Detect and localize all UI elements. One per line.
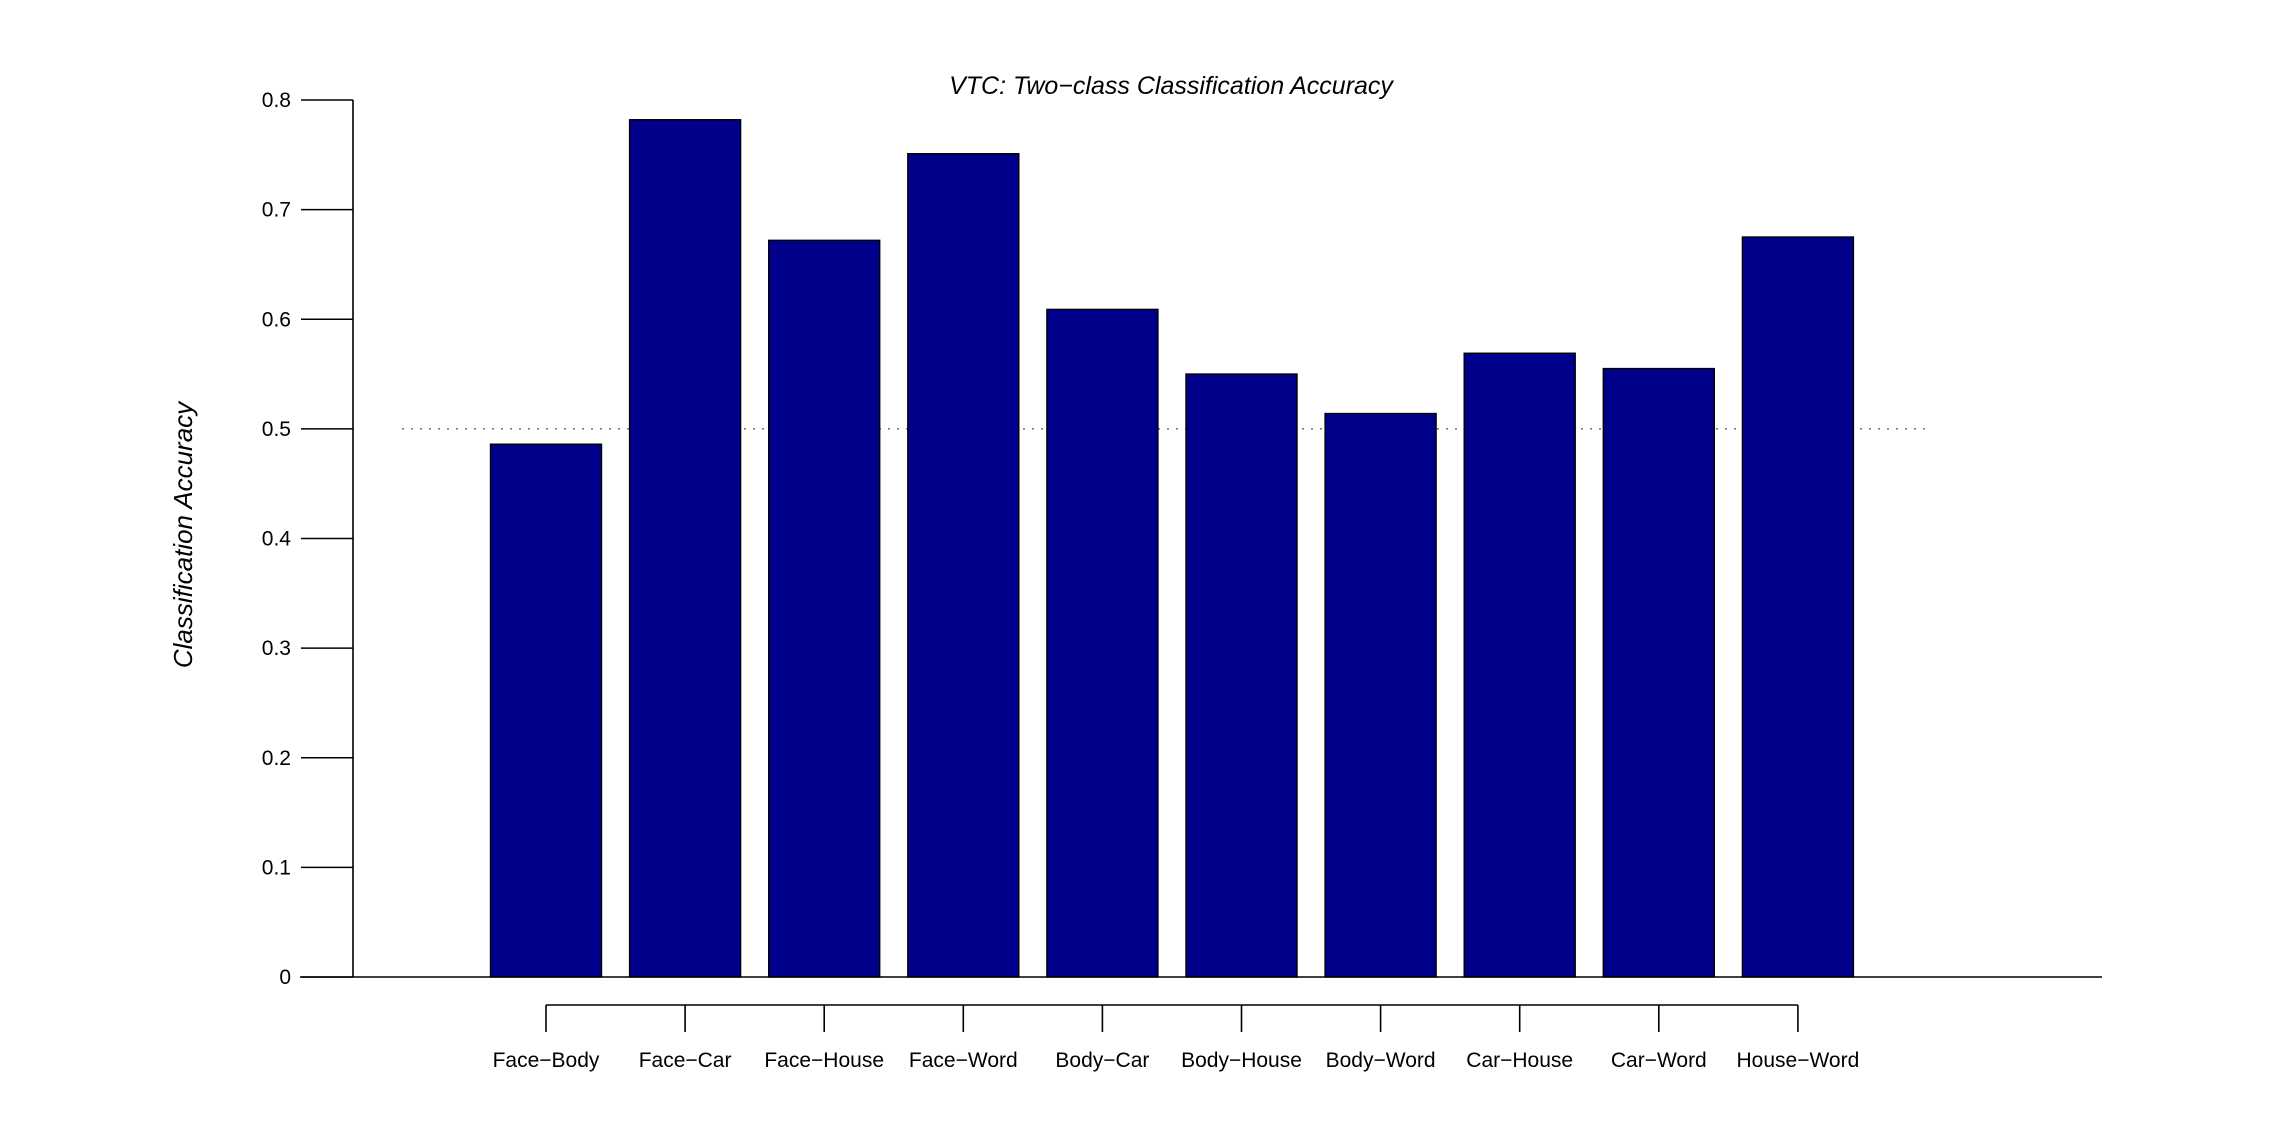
bar [1463, 352, 1576, 978]
y-tick-label: 0.5 [262, 418, 291, 441]
x-category-label: Face−Word [909, 1049, 1018, 1072]
y-tick-label: 0.4 [262, 528, 292, 551]
y-tick-label: 0.1 [262, 856, 291, 879]
y-tick-label: 0.8 [262, 89, 291, 112]
x-category-label: Car−Word [1611, 1049, 1707, 1072]
bar [1046, 308, 1159, 978]
bar [628, 119, 742, 978]
bars-layer [489, 119, 1855, 978]
bar [1185, 373, 1298, 978]
x-category-label: Body−Car [1055, 1049, 1149, 1072]
x-category-label: Face−House [764, 1049, 884, 1072]
y-tick-label: 0.7 [262, 199, 291, 222]
bar [489, 443, 603, 978]
bar [1741, 236, 1855, 978]
x-category-label: Face−Car [639, 1049, 732, 1072]
x-category-label: Body−House [1181, 1049, 1302, 1072]
x-category-label: Face−Body [493, 1049, 600, 1072]
y-axis-label: Classification Accuracy [168, 400, 198, 668]
bar [1602, 367, 1716, 978]
y-ticks: 0 0.1 0.2 0.3 0.4 0.5 0.6 0.7 0.8 [262, 89, 353, 989]
y-tick-label: 0 [279, 966, 291, 989]
bar [768, 239, 881, 978]
bar [1324, 412, 1437, 978]
y-tick-label: 0.6 [262, 308, 291, 331]
x-category-label: House−Word [1737, 1049, 1860, 1072]
x-ticks: Face−Body Face−Car Face−House Face−Word Body… [493, 1005, 1860, 1072]
bar [907, 153, 1020, 978]
y-tick-label: 0.3 [262, 637, 291, 660]
x-category-label: Car−House [1466, 1049, 1573, 1072]
x-category-label: Body−Word [1326, 1049, 1436, 1072]
chart-title: VTC: Two−class Classification Accuracy [949, 72, 1394, 100]
y-tick-label: 0.2 [262, 747, 291, 770]
